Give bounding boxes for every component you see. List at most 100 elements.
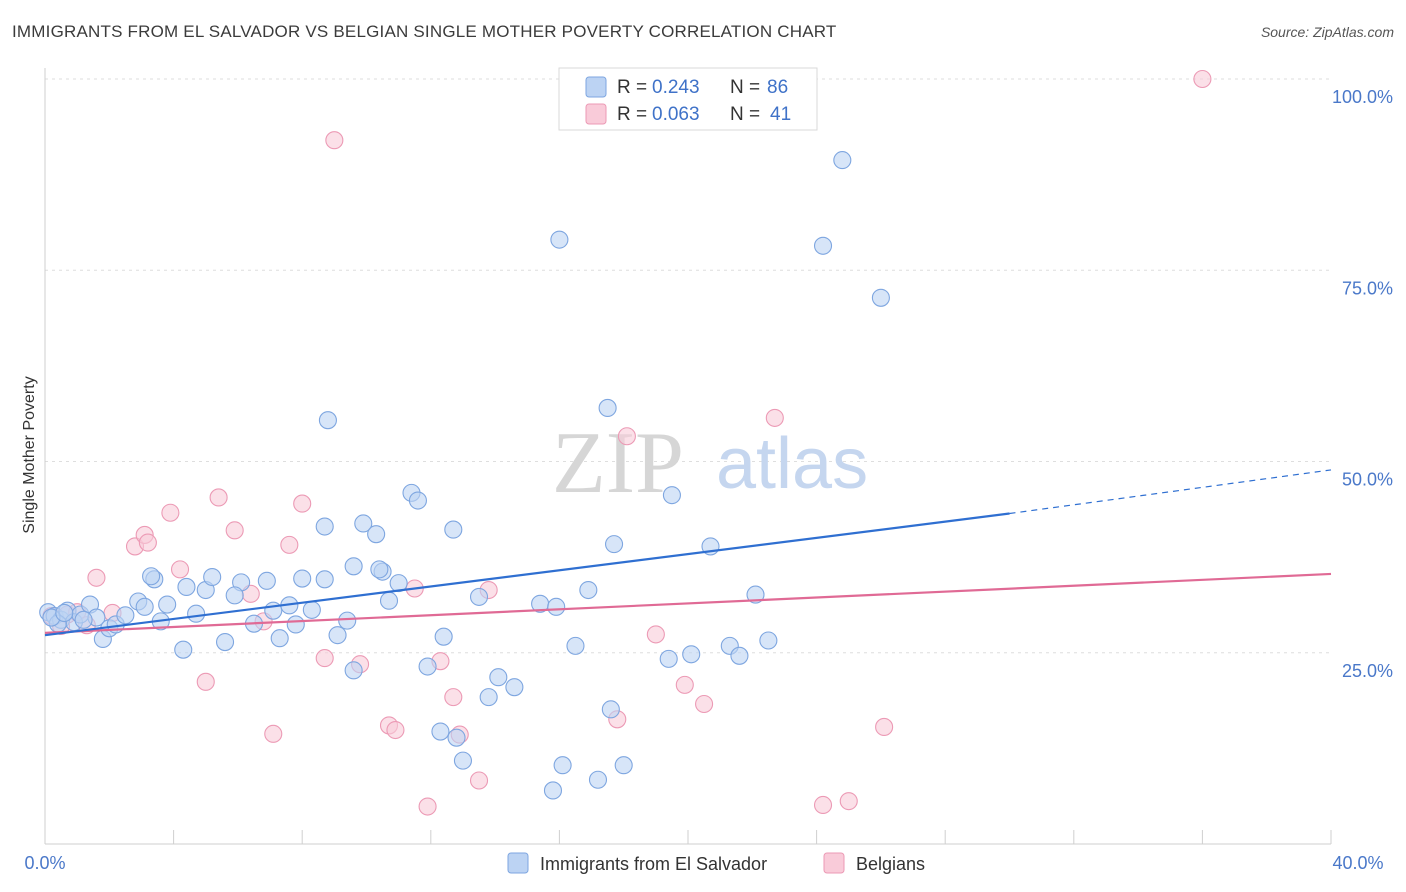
belgians-point bbox=[196, 672, 215, 691]
belgians-point bbox=[695, 694, 714, 714]
legend-n-value-1: 86 bbox=[767, 77, 788, 98]
el-salvador-point bbox=[605, 535, 624, 554]
grid-lines bbox=[45, 78, 1331, 654]
el-salvador-point bbox=[116, 606, 135, 625]
el-salvador-point bbox=[659, 649, 678, 668]
el-salvador-point bbox=[344, 557, 363, 576]
belgians-point bbox=[161, 503, 180, 522]
legend-n-label-1: N = bbox=[730, 77, 760, 98]
trend-line-el-salvador-extension bbox=[1009, 469, 1332, 515]
el-salvador-point bbox=[158, 595, 177, 614]
el-salvador-point bbox=[662, 486, 681, 505]
belgians-point bbox=[209, 488, 228, 507]
belgians-point bbox=[315, 649, 334, 668]
el-salvador-point bbox=[270, 629, 289, 648]
el-salvador-point bbox=[225, 586, 244, 605]
el-salvador-point bbox=[759, 631, 778, 650]
el-salvador-point bbox=[543, 781, 563, 800]
el-salvador-point bbox=[408, 491, 427, 510]
el-salvador-point bbox=[566, 636, 585, 655]
el-salvador-point bbox=[367, 525, 386, 544]
series-belgians-points bbox=[42, 69, 1212, 816]
series-legend-label-belgians: Belgians bbox=[856, 854, 925, 874]
el-salvador-point bbox=[431, 722, 450, 741]
legend-swatch-blue bbox=[585, 76, 607, 98]
belgians-point bbox=[444, 688, 463, 707]
el-salvador-point bbox=[215, 632, 235, 652]
watermark-atlas: atlas bbox=[716, 424, 868, 504]
y-tick-label: 75.0% bbox=[1342, 278, 1393, 298]
el-salvador-point bbox=[550, 230, 569, 249]
legend-r-label-2: R = bbox=[617, 104, 647, 125]
el-salvador-point bbox=[469, 587, 489, 606]
belgians-point bbox=[138, 533, 157, 552]
trend-line-belgians bbox=[44, 572, 1332, 634]
el-salvador-point bbox=[871, 288, 890, 307]
belgians-point bbox=[675, 675, 694, 694]
el-salvador-point bbox=[598, 398, 617, 418]
el-salvador-point bbox=[547, 597, 566, 616]
legend-r-label-1: R = bbox=[617, 77, 647, 98]
belgians-point bbox=[170, 560, 190, 579]
el-salvador-point bbox=[479, 688, 498, 707]
y-tick-label: 100.0% bbox=[1332, 87, 1393, 107]
el-salvador-point bbox=[354, 514, 373, 533]
el-salvador-point bbox=[730, 646, 749, 665]
belgians-point bbox=[264, 724, 283, 743]
belgians-point bbox=[418, 797, 437, 816]
el-salvador-point bbox=[177, 577, 196, 597]
belgians-point bbox=[469, 771, 489, 790]
el-salvador-point bbox=[302, 600, 321, 619]
el-salvador-point bbox=[833, 151, 852, 170]
belgians-point bbox=[293, 494, 312, 513]
source-credit: Source: ZipAtlas.com bbox=[1260, 24, 1394, 40]
el-salvador-point bbox=[338, 611, 357, 630]
el-salvador-point bbox=[187, 604, 206, 623]
series-legend-label-el-salvador: Immigrants from El Salvador bbox=[540, 854, 767, 874]
el-salvador-point bbox=[328, 626, 347, 645]
trend-line-el-salvador bbox=[44, 512, 1010, 637]
el-salvador-point bbox=[318, 411, 337, 430]
el-salvador-point bbox=[813, 236, 833, 255]
belgians-point bbox=[646, 625, 665, 644]
el-salvador-point bbox=[682, 645, 701, 664]
belgians-point bbox=[1193, 69, 1212, 89]
el-salvador-point bbox=[588, 770, 608, 789]
series-legend-swatch-pink bbox=[823, 852, 845, 874]
el-salvador-point bbox=[315, 570, 334, 589]
y-axis-tick-labels: 25.0% 50.0% 75.0% 100.0% bbox=[1332, 87, 1393, 681]
belgians-point bbox=[386, 720, 405, 740]
el-salvador-point bbox=[444, 520, 463, 539]
el-salvador-point bbox=[601, 700, 620, 719]
el-salvador-point bbox=[203, 567, 222, 587]
el-salvador-point bbox=[174, 640, 193, 659]
el-salvador-point bbox=[453, 751, 473, 770]
el-salvador-point bbox=[434, 627, 453, 646]
y-tick-label: 50.0% bbox=[1342, 470, 1393, 490]
legend-swatch-pink bbox=[585, 103, 607, 125]
el-salvador-point bbox=[505, 678, 524, 697]
watermark-zip: ZIP bbox=[552, 415, 684, 512]
el-salvador-point bbox=[370, 560, 389, 579]
trend-lines bbox=[44, 469, 1332, 637]
belgians-point bbox=[225, 521, 244, 540]
legend-r-value-2: 0.063 bbox=[652, 104, 700, 125]
belgians-point bbox=[280, 535, 299, 554]
belgians-point bbox=[765, 408, 784, 427]
el-salvador-point bbox=[344, 661, 363, 680]
el-salvador-point bbox=[579, 580, 598, 600]
el-salvador-point bbox=[257, 571, 276, 590]
el-salvador-point bbox=[315, 517, 334, 536]
el-salvador-point bbox=[379, 591, 399, 610]
el-salvador-point bbox=[286, 615, 305, 634]
el-salvador-point bbox=[614, 756, 633, 775]
el-salvador-point bbox=[447, 728, 466, 747]
belgians-point bbox=[813, 795, 833, 815]
belgians-point bbox=[875, 717, 894, 737]
el-salvador-point bbox=[135, 597, 154, 616]
series-legend: Immigrants from El Salvador Belgians bbox=[507, 852, 925, 874]
series-legend-swatch-blue bbox=[507, 852, 529, 874]
legend-r-value-1: 0.243 bbox=[652, 77, 700, 98]
el-salvador-point bbox=[746, 585, 765, 604]
